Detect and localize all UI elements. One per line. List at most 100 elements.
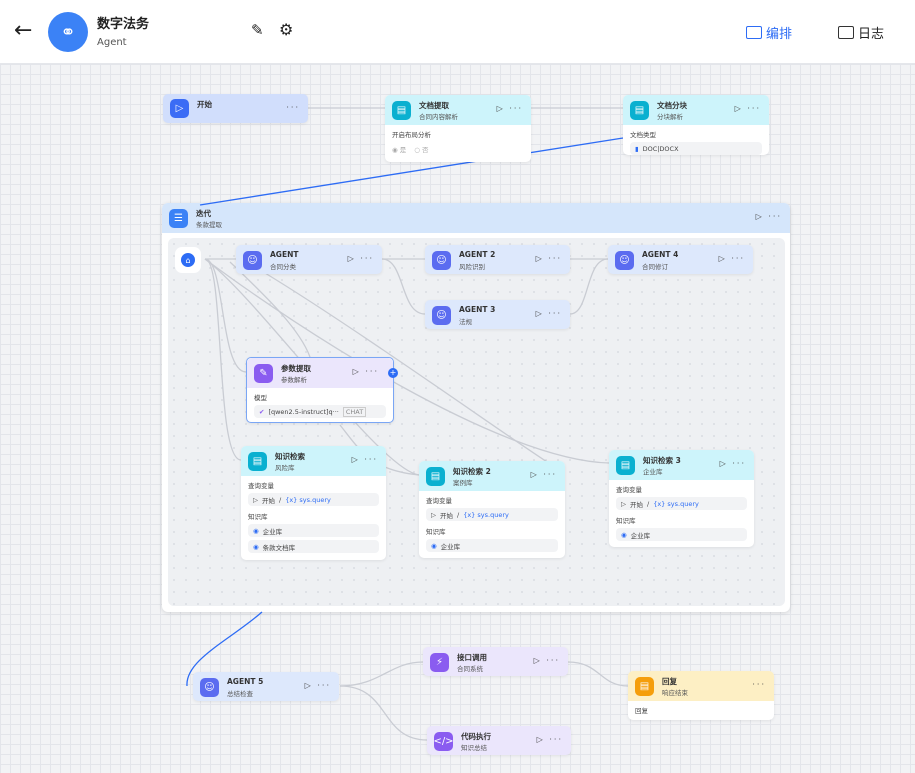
database-icon: ◉	[253, 542, 259, 551]
chat-badge: CHAT	[342, 406, 367, 417]
node-agent[interactable]: ☺ AGENT 合同分类 ▷ ···	[236, 245, 382, 274]
node-agent-5[interactable]: ☺ AGENT 5 总结检查 ▷ ···	[193, 672, 339, 701]
node-title: 代码执行	[461, 732, 491, 741]
doc-type-value: DOC|DOCX	[642, 144, 679, 153]
run-more-actions[interactable]: ▷ ···	[351, 455, 378, 464]
tab-label: 编排	[766, 27, 793, 42]
database-icon: ◉	[253, 526, 259, 535]
node-param-extract[interactable]: ✎ 参数提取 参数解析 ▷ ··· + 模型 ✔ [qwen2.5-instruc…	[246, 357, 398, 423]
node-subtitle: 风险库	[275, 464, 295, 472]
model-value: [qwen2.5-instruct]q···	[268, 407, 339, 416]
layout-icon	[746, 26, 762, 39]
node-title: 迭代	[196, 209, 211, 218]
more-actions[interactable]: ···	[286, 103, 300, 112]
node-subtitle: 合同分类	[270, 263, 296, 271]
run-more-actions[interactable]: ▷ ···	[719, 459, 746, 468]
radio-label: 是	[399, 146, 407, 154]
node-subtitle: 合同内容解析	[419, 113, 458, 121]
run-more-actions[interactable]: ▷ ···	[530, 470, 557, 479]
kb-item: 条款文档库	[262, 543, 296, 552]
query-variable: {x} sys.query	[285, 495, 331, 504]
header: ← ⚭ 数字法务 Agent ✎ ⚙ 编排 日志	[0, 0, 915, 64]
doc-chunk-icon: ▤	[630, 101, 649, 120]
node-title: AGENT 2	[459, 250, 496, 259]
node-subtitle: 条款提取	[196, 221, 222, 229]
node-subtitle: 案例库	[453, 479, 473, 487]
more-actions[interactable]: ···	[752, 680, 766, 689]
play-circle-icon: ▷	[170, 99, 189, 118]
node-title: AGENT 4	[642, 250, 679, 259]
node-api-call[interactable]: ⚡ 接口调用合同系统 ▷ ···	[423, 647, 568, 676]
node-title: 知识检索 3	[643, 456, 681, 465]
node-agent-3[interactable]: ☺ AGENT 3 法规 ▷ ···	[425, 300, 570, 329]
database-icon: ◉	[621, 530, 627, 539]
model-icon: ✔	[259, 407, 265, 416]
node-knowledge-2[interactable]: ▤ 知识检索 2 案例库 ▷ ··· 查询变量 ▷ 开始 / {x} sys.query 知…	[419, 461, 565, 558]
clipboard-icon: ✎	[254, 364, 273, 383]
node-code-exec[interactable]: </> 代码执行 知识总结 ▷ ···	[427, 726, 571, 755]
back-arrow-icon[interactable]: ←	[14, 18, 33, 43]
add-node-plus-icon[interactable]: +	[388, 368, 398, 378]
edit-pencil-icon[interactable]: ✎	[251, 21, 264, 39]
knowledge-search-icon: ▤	[248, 452, 267, 471]
node-knowledge-3[interactable]: ▤ 知识检索 3 企业库 ▷ ··· 查询变量 ▷ 开始 / {x} sys.query 知…	[609, 450, 754, 547]
run-more-actions[interactable]: ▷ ···	[347, 254, 374, 263]
query-source: 开始	[440, 511, 453, 520]
node-title: AGENT	[270, 250, 299, 259]
query-label: 查询变量	[248, 482, 274, 490]
query-label: 查询变量	[616, 486, 642, 494]
node-title: 知识检索	[275, 452, 305, 461]
agent-icon: ☺	[615, 251, 634, 270]
node-title: 参数提取	[281, 364, 311, 373]
field-label: 文档类型	[630, 131, 656, 139]
code-icon: </>	[433, 732, 454, 751]
agent-icon: ☺	[243, 251, 262, 270]
node-doc-chunk[interactable]: ▤ 文档分块 分块解析 ▷ ··· 文档类型 ▮ DOC|DOCX	[623, 95, 769, 155]
tab-orchestrate[interactable]: 编排	[746, 23, 792, 42]
tab-logs[interactable]: 日志	[838, 23, 884, 42]
node-agent-4[interactable]: ☺ AGENT 4 合同修订 ▷ ···	[608, 245, 753, 274]
tab-label: 日志	[858, 27, 885, 42]
run-more-actions[interactable]: ▷ ···	[535, 254, 562, 263]
node-knowledge-1[interactable]: ▤ 知识检索 风险库 ▷ ··· 查询变量 ▷ 开始 / {x} sys.query 知识库…	[241, 446, 386, 560]
app-title: 数字法务	[97, 17, 150, 32]
node-agent-2[interactable]: ☺ AGENT 2 风险识别 ▷ ···	[425, 245, 570, 274]
query-variable: {x} sys.query	[463, 510, 509, 519]
node-title: 回复	[662, 677, 677, 686]
run-more-actions[interactable]: ▷ ···	[734, 104, 761, 113]
query-label: 查询变量	[426, 497, 452, 505]
query-source: 开始	[262, 496, 275, 505]
app-avatar-headset-icon: ⚭	[48, 12, 88, 52]
run-more-actions[interactable]: ▷ ···	[718, 254, 745, 263]
agent-icon: ☺	[432, 251, 451, 270]
agent-icon: ☺	[200, 678, 219, 697]
node-title: AGENT 5	[227, 677, 264, 686]
run-more-actions[interactable]: ▷ ···	[755, 212, 782, 221]
radio-yes[interactable]: ◉ 是	[392, 146, 407, 154]
run-more-actions[interactable]: ▷ ···	[304, 681, 331, 690]
run-more-actions[interactable]: ▷ ···	[496, 104, 523, 113]
node-subtitle: 合同系统	[457, 665, 483, 673]
node-reply[interactable]: ▤ 回复 响应结束 ··· 回复	[628, 671, 774, 720]
agent-icon: ☺	[432, 306, 451, 325]
knowledge-search-icon: ▤	[616, 456, 635, 475]
settings-gear-icon[interactable]: ⚙	[279, 20, 294, 39]
run-more-actions[interactable]: ▷ ···	[352, 367, 379, 376]
start-icon: ▷	[621, 499, 626, 508]
node-title: 接口调用	[457, 653, 487, 662]
run-more-actions[interactable]: ▷ ···	[533, 656, 560, 665]
node-title: 文档提取	[419, 101, 449, 110]
node-start[interactable]: ▷ 开始 ···	[163, 94, 308, 123]
iteration-start-home-icon: ⌂	[175, 247, 201, 273]
run-more-actions[interactable]: ▷ ···	[536, 735, 563, 744]
log-icon	[838, 26, 854, 39]
run-more-actions[interactable]: ▷ ···	[535, 309, 562, 318]
node-doc-extract[interactable]: ▤ 文档提取 合同内容解析 ▷ ··· 开启布局分析 ◉ 是 ○ 否	[385, 95, 531, 162]
radio-no[interactable]: ○ 否	[414, 146, 429, 154]
plug-icon: ⚡	[430, 653, 449, 672]
chat-bubble-icon: ▤	[635, 677, 654, 696]
query-variable: {x} sys.query	[653, 499, 699, 508]
kb-item: 企业库	[262, 527, 283, 536]
node-title: AGENT 3	[459, 305, 496, 314]
